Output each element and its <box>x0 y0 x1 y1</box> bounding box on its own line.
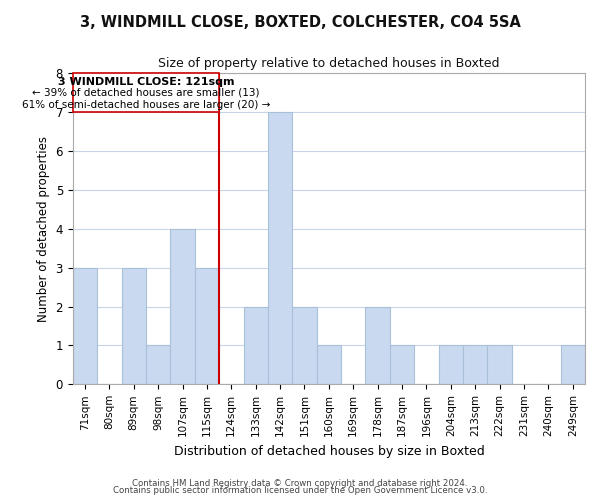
Text: 3, WINDMILL CLOSE, BOXTED, COLCHESTER, CO4 5SA: 3, WINDMILL CLOSE, BOXTED, COLCHESTER, C… <box>80 15 520 30</box>
Text: ← 39% of detached houses are smaller (13): ← 39% of detached houses are smaller (13… <box>32 88 260 98</box>
Text: Contains public sector information licensed under the Open Government Licence v3: Contains public sector information licen… <box>113 486 487 495</box>
Title: Size of property relative to detached houses in Boxted: Size of property relative to detached ho… <box>158 58 500 70</box>
Bar <box>244 306 268 384</box>
Bar <box>390 346 414 385</box>
Bar <box>365 306 390 384</box>
Text: Contains HM Land Registry data © Crown copyright and database right 2024.: Contains HM Land Registry data © Crown c… <box>132 478 468 488</box>
Bar <box>292 306 317 384</box>
Text: 3 WINDMILL CLOSE: 121sqm: 3 WINDMILL CLOSE: 121sqm <box>58 76 234 86</box>
Bar <box>560 346 585 385</box>
X-axis label: Distribution of detached houses by size in Boxted: Distribution of detached houses by size … <box>173 444 484 458</box>
Bar <box>439 346 463 385</box>
Bar <box>317 346 341 385</box>
Bar <box>487 346 512 385</box>
Bar <box>73 268 97 384</box>
FancyBboxPatch shape <box>73 73 219 112</box>
Bar <box>122 268 146 384</box>
Y-axis label: Number of detached properties: Number of detached properties <box>37 136 50 322</box>
Bar <box>268 112 292 384</box>
Bar <box>195 268 219 384</box>
Bar <box>170 228 195 384</box>
Text: 61% of semi-detached houses are larger (20) →: 61% of semi-detached houses are larger (… <box>22 100 270 110</box>
Bar <box>146 346 170 385</box>
Bar <box>463 346 487 385</box>
